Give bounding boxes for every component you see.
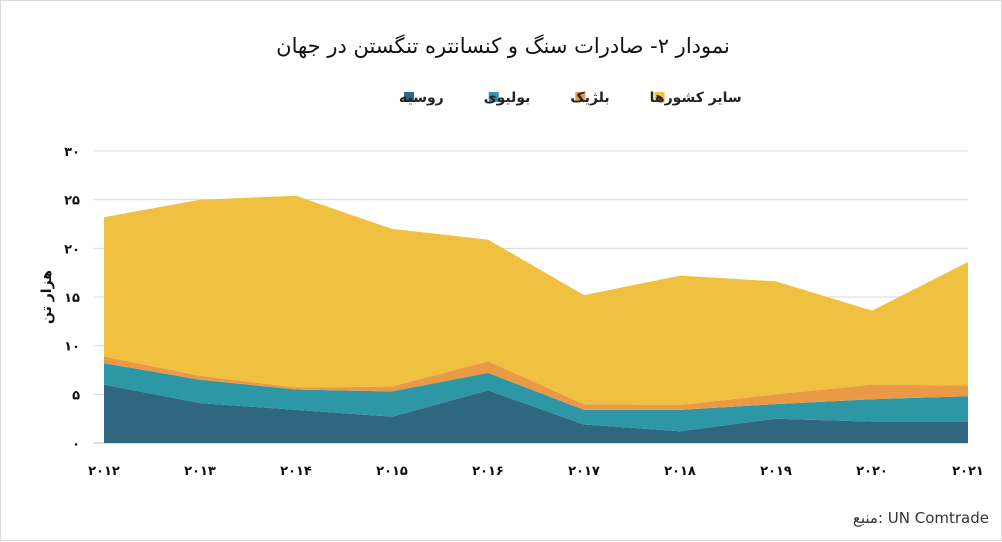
x-tick-label: ۲۰۲۱ [952,464,984,479]
y-tick-label: ۱۰ [64,340,80,355]
y-tick-label: ۳۰ [64,145,80,160]
stacked-areas [104,195,968,443]
legend-item: بولیوی [484,90,531,106]
x-tick-label: ۲۰۲۰ [856,464,888,479]
legend-swatch [404,92,414,102]
legend-item: سایر کشورها [650,90,742,106]
area-series [104,195,968,405]
legend-swatch [575,92,586,102]
chart-legend: روسیه بولیوی بلژیک سایر کشورها [399,90,742,106]
legend-label: بلژیک [570,90,609,106]
area-series [104,384,968,443]
legend-item: بلژیک [570,90,609,106]
y-axis-ticks: ۰ ۵ ۱۰ ۱۵ ۲۰ ۲۵ ۳۰ [64,145,80,452]
x-tick-label: ۲۰۱۶ [472,464,504,479]
x-tick-label: ۲۰۱۵ [376,464,408,479]
y-tick-label: ۱۵ [64,291,80,306]
x-tick-label: ۲۰۱۳ [184,464,216,479]
legend-item: روسیه [399,90,444,106]
legend-label: بولیوی [484,90,531,106]
x-tick-label: ۲۰۱۴ [280,464,312,479]
y-tick-label: ۲۵ [64,194,80,209]
x-tick-label: ۲۰۱۹ [760,464,792,479]
legend-label: سایر کشورها [650,90,742,106]
x-tick-label: ۲۰۱۸ [664,464,696,479]
x-tick-label: ۲۰۱۷ [568,464,600,479]
y-tick-label: ۵ [72,388,80,403]
y-tick-label: ۰ [72,437,80,452]
chart-title: نمودار ۲- صادرات سنگ و کنسانتره تنگستن د… [276,34,730,58]
y-axis-label: هزار تن [39,270,55,324]
legend-swatch [488,92,499,102]
source-note: منبع: UN Comtrade [853,509,989,527]
area-series [104,363,968,432]
x-tick-label: ۲۰۱۲ [88,464,120,479]
x-axis-ticks: ۲۰۱۲ ۲۰۱۳ ۲۰۱۴ ۲۰۱۵ ۲۰۱۶ ۲۰۱۷ ۲۰۱۸ ۲۰۱۹ ۲۰۲۰ ۲۰۲۱ [88,464,984,479]
y-tick-label: ۲۰ [64,242,80,257]
legend-label: روسیه [399,90,444,106]
area-series [104,356,968,410]
legend-swatch [654,92,665,102]
